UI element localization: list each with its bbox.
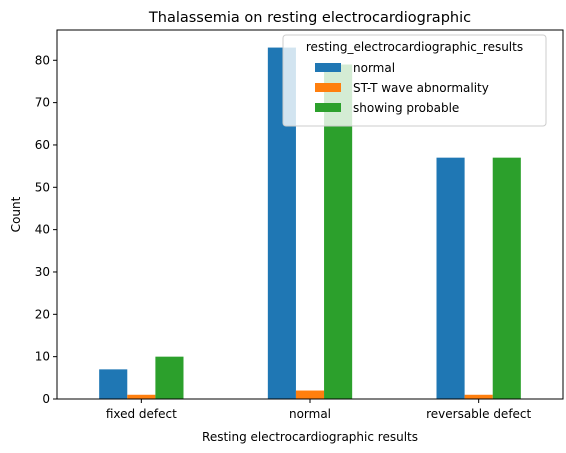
chart-title: Thalassemia on resting electrocardiograp… [148,10,471,26]
bar-1-1 [99,369,128,399]
y-tick-label-20: 20 [35,307,50,321]
y-tick-label-60: 60 [35,138,50,152]
legend-label-1: normal [353,61,395,75]
bar-3-3 [492,157,521,399]
x-axis: fixed defect normal reversable defect [106,399,532,421]
legend-label-2: ST-T wave abnormality [353,81,489,95]
y-tick-label-30: 30 [35,265,50,279]
y-tick-label-10: 10 [35,350,50,364]
y-tick-label-50: 50 [35,180,50,194]
bar-3-1 [155,356,184,399]
legend: resting_electrocardiographic_results nor… [282,34,547,127]
y-axis: 0 10 20 30 40 50 60 70 80 [35,53,57,406]
legend-title: resting_electrocardiographic_results [306,40,523,54]
y-axis-label: Count [9,196,23,232]
y-tick-label-70: 70 [35,96,50,110]
bar-1-3 [436,157,465,399]
legend-label-3: showing probable [353,101,459,115]
x-tick-label-1: fixed defect [106,407,177,421]
x-axis-label: Resting electrocardiographic results [202,430,418,444]
y-tick-label-40: 40 [35,223,50,237]
bar-2-1 [127,394,156,399]
x-tick-label-3: reversable defect [426,407,531,421]
y-tick-label-0: 0 [42,392,50,406]
y-tick-label-80: 80 [35,53,50,67]
legend-swatch-1 [315,63,341,72]
bar-2-3 [464,394,493,399]
legend-box [282,34,547,127]
legend-swatch-2 [315,83,341,92]
legend-swatch-3 [315,103,341,112]
bar-2-2 [295,390,325,399]
plot-frame [56,29,564,400]
x-tick-label-2: normal [289,407,331,421]
